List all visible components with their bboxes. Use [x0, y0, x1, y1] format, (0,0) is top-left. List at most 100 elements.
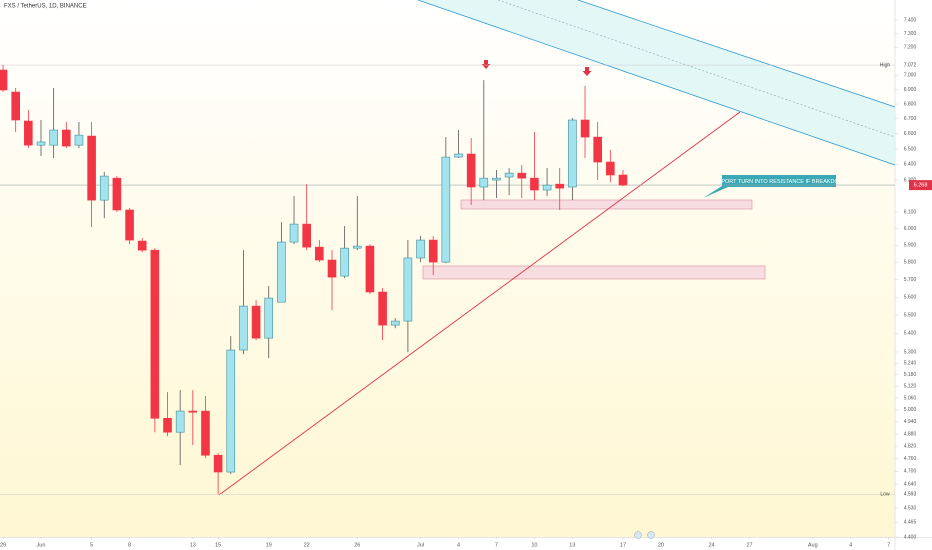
candle-body — [226, 349, 236, 473]
y-tick-label: 7.200 — [904, 45, 917, 51]
x-tick-label: 13 — [190, 542, 196, 548]
y-tick-label: 4.940 — [904, 419, 917, 425]
y-tick-label: 7.300 — [904, 31, 917, 37]
candle-body — [163, 417, 172, 433]
candle-body — [49, 129, 58, 146]
y-tick-label: 5.180 — [904, 372, 917, 378]
y-tick-label: 5.500 — [904, 312, 917, 318]
x-tick-label: Jul — [417, 542, 424, 548]
candle-body — [277, 241, 286, 303]
candle-body — [390, 320, 400, 326]
y-tick-label: 5.300 — [904, 349, 917, 355]
annotation: SUPPORT TURN INTO RESISTANCE IF BREAKDOW… — [710, 179, 848, 185]
y-tick-label: 6.000 — [904, 226, 917, 232]
y-tick-label: 4.880 — [904, 431, 917, 437]
y-tick-label: 5.240 — [904, 361, 917, 367]
candle-body — [416, 239, 425, 259]
x-tick-label: 4 — [457, 542, 460, 548]
candle-body — [0, 69, 8, 91]
candle-body — [542, 184, 552, 191]
candle-body — [112, 177, 122, 211]
candle-body — [479, 177, 489, 188]
channel-line — [577, 0, 896, 108]
y-tick-label: 6.800 — [904, 101, 917, 107]
x-tick-label: 27 — [746, 542, 752, 548]
candle-body — [454, 153, 463, 158]
candle-body — [340, 247, 349, 277]
x-tick-label: 26 — [354, 542, 360, 548]
candle-body — [466, 153, 476, 188]
price-axis-background — [895, 0, 932, 550]
y-tick-label: 5.700 — [904, 277, 917, 283]
y-tick-label: 5.060 — [904, 395, 917, 401]
candle-body — [302, 223, 311, 248]
candle-body — [428, 239, 438, 263]
y-tick-label: 4.530 — [904, 505, 917, 511]
candle-body — [24, 120, 33, 146]
candle-body — [289, 223, 299, 243]
x-tick-label: 15 — [215, 542, 221, 548]
candle-body — [327, 259, 337, 278]
x-tick-label: Jun — [37, 542, 46, 548]
y-tick-label: 5.400 — [904, 331, 917, 337]
x-tick-label: 13 — [569, 542, 575, 548]
y-tick-label: 6.600 — [904, 131, 917, 137]
x-tick-label: 7 — [887, 542, 890, 548]
candle-body — [555, 183, 565, 189]
candle-body — [175, 410, 185, 433]
channel-median — [497, 0, 896, 138]
y-tick-label: 4.400 — [904, 534, 917, 540]
candle-body — [517, 172, 527, 179]
candle-body — [606, 161, 615, 176]
candle-body — [315, 246, 324, 261]
candle-body — [593, 136, 602, 163]
trend-line — [218, 111, 741, 496]
last-price-box — [909, 180, 932, 191]
y-tick-label: 4.760 — [904, 456, 917, 462]
x-tick-label: 7 — [495, 542, 498, 548]
candle-body — [125, 209, 134, 241]
marker-value: 7.072 — [904, 62, 917, 68]
candle-body — [264, 297, 274, 339]
y-tick-label: 4.640 — [904, 482, 917, 488]
down-arrow — [481, 60, 491, 69]
y-tick-label: 4.700 — [904, 469, 917, 475]
candle-body — [580, 119, 590, 138]
x-tick-label: 22 — [304, 542, 310, 548]
candle-body — [492, 177, 501, 181]
y-tick-label: 4.820 — [904, 444, 917, 450]
event-icon[interactable] — [634, 531, 642, 539]
chart-title: FXS / TetherUS, 1D, BINANCE — [4, 4, 87, 10]
marker-name: High — [880, 62, 891, 68]
x-tick-label: 19 — [266, 542, 272, 548]
y-tick-label: 6.100 — [904, 209, 917, 215]
x-tick-label: Aug — [808, 542, 818, 548]
candle-body — [352, 245, 362, 249]
y-tick-label: 6.900 — [904, 87, 917, 93]
y-tick-label: 5.000 — [904, 407, 917, 413]
y-tick-label: 5.900 — [904, 243, 917, 249]
candle-body — [188, 410, 198, 413]
event-icon[interactable] — [647, 531, 655, 539]
x-tick-label: 10 — [531, 542, 537, 548]
y-tick-label: 5.600 — [904, 294, 917, 300]
candle-body — [618, 174, 628, 186]
candle-body — [441, 156, 451, 263]
callout-box — [703, 175, 836, 198]
support-zone — [460, 199, 753, 210]
y-tick-label: 6.500 — [904, 146, 917, 152]
y-tick-label: 4.465 — [904, 520, 917, 526]
channel-line — [417, 0, 896, 166]
candle-body — [403, 257, 413, 322]
x-tick-label: 20 — [658, 542, 664, 548]
support-zone — [422, 265, 766, 280]
candle-body — [365, 245, 375, 293]
last-price-label: 6.268 — [914, 183, 928, 189]
candle-body — [213, 454, 223, 473]
candle-body — [530, 177, 539, 191]
candle-body — [201, 410, 210, 456]
candle-body — [99, 175, 109, 201]
y-tick-label: 6.700 — [904, 116, 917, 122]
candle-body — [568, 119, 577, 188]
